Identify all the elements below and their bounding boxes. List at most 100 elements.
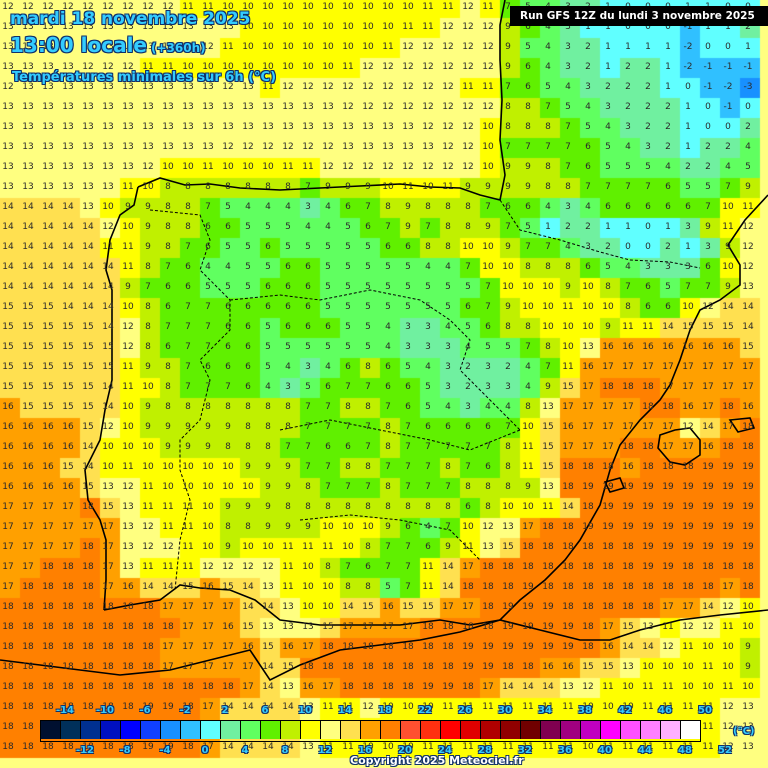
grid-value: 7 [205, 202, 211, 212]
grid-value: 10 [242, 542, 254, 552]
grid-value: 17 [2, 502, 14, 512]
grid-value: 13 [22, 62, 34, 72]
grid-value: 7 [485, 442, 491, 452]
legend-swatch [541, 721, 561, 739]
grid-value: 7 [385, 542, 391, 552]
grid-value: 4 [545, 22, 551, 32]
grid-value: 10 [682, 662, 694, 672]
grid-value: 13 [742, 742, 754, 752]
grid-value: 18 [142, 662, 154, 672]
grid-value: 12 [2, 82, 14, 92]
grid-value: 10 [362, 42, 374, 52]
grid-value: 19 [542, 622, 554, 632]
grid-value: 18 [62, 742, 74, 752]
grid-value: 7 [405, 422, 411, 432]
grid-value: 12 [22, 2, 34, 12]
grid-value: 14 [262, 742, 274, 752]
grid-value: 6 [445, 422, 451, 432]
grid-value: 18 [22, 642, 34, 652]
grid-value: 19 [662, 502, 674, 512]
grid-value: 17 [2, 582, 14, 592]
grid-value: 11 [182, 542, 194, 552]
grid-value: 11 [442, 702, 454, 712]
grid-value: 13 [302, 742, 314, 752]
grid-value: 18 [682, 582, 694, 592]
legend-swatch [501, 721, 521, 739]
legend-swatch [401, 721, 421, 739]
grid-value: 19 [742, 462, 754, 472]
grid-value: 12 [462, 122, 474, 132]
grid-value: 13 [222, 22, 234, 32]
grid-value: 11 [402, 22, 414, 32]
grid-value: 8 [325, 502, 331, 512]
grid-value: 6 [485, 322, 491, 332]
grid-value: 14 [82, 442, 94, 452]
grid-value: 7 [185, 322, 191, 332]
grid-value: 14 [42, 222, 54, 232]
grid-value: 5 [525, 42, 531, 52]
grid-value: 11 [702, 662, 714, 672]
grid-value: 7 [645, 182, 651, 192]
grid-value: 10 [102, 462, 114, 472]
grid-value: 7 [365, 382, 371, 392]
grid-value: 8 [165, 182, 171, 192]
legend-swatch [61, 721, 81, 739]
grid-value: 13 [122, 42, 134, 52]
grid-value: 19 [522, 582, 534, 592]
grid-value: 17 [722, 422, 734, 432]
grid-value: 19 [502, 622, 514, 632]
grid-value: 17 [602, 402, 614, 412]
grid-value: 6 [425, 542, 431, 552]
grid-value: 8 [225, 182, 231, 192]
grid-value: 10 [262, 22, 274, 32]
grid-value: 2 [585, 222, 591, 232]
grid-value: 8 [165, 402, 171, 412]
grid-value: 10 [542, 302, 554, 312]
grid-value: 18 [642, 442, 654, 452]
grid-value: 4 [585, 102, 591, 112]
grid-value: 19 [702, 462, 714, 472]
grid-value: 5 [465, 322, 471, 332]
grid-value: 13 [162, 122, 174, 132]
grid-value: 16 [242, 642, 254, 652]
grid-value: 15 [82, 422, 94, 432]
grid-value: 13 [122, 142, 134, 152]
grid-value: 4 [545, 202, 551, 212]
grid-value: 8 [525, 102, 531, 112]
grid-value: 16 [702, 342, 714, 352]
grid-value: 13 [102, 102, 114, 112]
grid-value: 8 [505, 462, 511, 472]
grid-value: 10 [742, 602, 754, 612]
grid-value: 16 [2, 482, 14, 492]
grid-value: 10 [682, 302, 694, 312]
legend-label-top: -2 [179, 705, 191, 716]
grid-value: 19 [602, 502, 614, 512]
grid-value: 12 [122, 62, 134, 72]
grid-value: 9 [465, 182, 471, 192]
legend-swatch [581, 721, 601, 739]
grid-value: 10 [342, 522, 354, 532]
grid-value: 11 [342, 742, 354, 752]
grid-value: 9 [445, 542, 451, 552]
grid-value: 7 [185, 362, 191, 372]
grid-value: 16 [202, 582, 214, 592]
grid-value: 19 [422, 682, 434, 692]
grid-value: 10 [482, 142, 494, 152]
grid-value: 10 [262, 2, 274, 12]
grid-value: 7 [425, 482, 431, 492]
grid-value: 5 [405, 302, 411, 312]
grid-value: 13 [202, 22, 214, 32]
grid-value: 9 [405, 202, 411, 212]
grid-value: 6 [265, 302, 271, 312]
grid-value: 14 [542, 682, 554, 692]
grid-value: 10 [402, 702, 414, 712]
grid-value: 9 [225, 502, 231, 512]
grid-value: 8 [345, 402, 351, 412]
grid-value: 17 [662, 422, 674, 432]
grid-value: 9 [745, 642, 751, 652]
grid-value: 10 [382, 22, 394, 32]
grid-value: 8 [365, 402, 371, 412]
grid-value: 2 [645, 102, 651, 112]
legend-swatch [621, 721, 641, 739]
grid-value: 18 [42, 682, 54, 692]
